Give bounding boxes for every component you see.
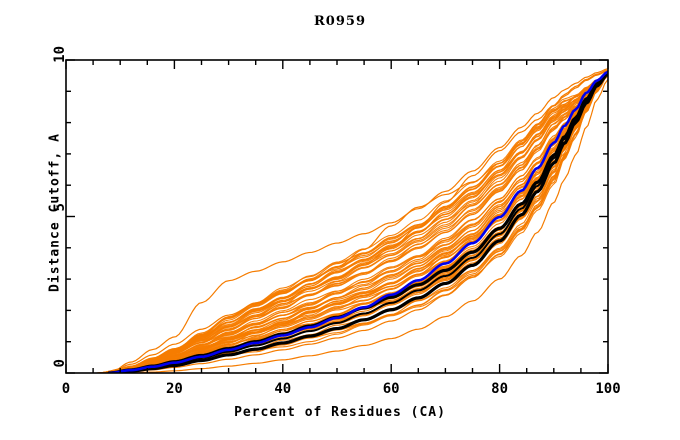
y-tick-label: 0 (52, 359, 68, 368)
prediction-curve (103, 71, 608, 373)
prediction-curve (100, 72, 608, 373)
prediction-curve (113, 72, 608, 373)
curve-group (95, 68, 608, 373)
prediction-curve (113, 73, 608, 373)
prediction-curve (103, 73, 608, 373)
x-axis-label: Percent of Residues (CA) (234, 405, 446, 420)
prediction-curve (108, 75, 608, 373)
reference-curve (108, 72, 608, 373)
prediction-curve (111, 74, 608, 373)
prediction-curve (113, 73, 608, 373)
x-tick-label: 100 (595, 381, 621, 397)
prediction-curve (98, 72, 608, 373)
axes-frame (65, 59, 609, 374)
prediction-curve (112, 74, 608, 373)
prediction-curve (106, 73, 608, 373)
prediction-curve (118, 72, 608, 373)
prediction-curve (110, 73, 608, 373)
x-tick-label: 0 (61, 381, 71, 397)
prediction-curve (116, 72, 608, 373)
prediction-curve (116, 73, 608, 373)
prediction-curve (118, 73, 608, 373)
prediction-curve (113, 72, 608, 373)
prediction-curve (119, 73, 608, 373)
prediction-curve (120, 72, 608, 373)
tick-marks (65, 59, 609, 374)
prediction-curve (104, 73, 608, 373)
prediction-curve (119, 72, 608, 373)
prediction-curve (115, 71, 608, 373)
prediction-curve (113, 73, 608, 373)
outlier-curve (108, 70, 608, 373)
prediction-curve (114, 72, 608, 373)
prediction-curve (115, 72, 608, 373)
outlier-curve (108, 68, 608, 373)
x-tick-label: 20 (165, 381, 183, 397)
prediction-curve (103, 73, 608, 373)
reference-curve (107, 72, 608, 373)
prediction-curve (113, 72, 608, 373)
prediction-curve (120, 74, 608, 373)
prediction-curve (116, 73, 608, 373)
prediction-curve (108, 78, 608, 373)
prediction-curve (115, 73, 608, 373)
prediction-curve (118, 73, 608, 373)
prediction-curve (113, 74, 608, 373)
y-tick-label: 10 (52, 46, 68, 63)
prediction-curve (103, 74, 608, 373)
prediction-curve (102, 73, 608, 373)
prediction-curve (101, 73, 608, 373)
prediction-curve (110, 73, 608, 373)
prediction-curve (113, 74, 608, 373)
x-tick-label: 80 (491, 381, 509, 397)
prediction-curve (121, 72, 608, 373)
prediction-curve (120, 73, 608, 373)
prediction-curve (105, 74, 608, 373)
prediction-curve (109, 73, 608, 373)
highlight-curve (108, 70, 608, 373)
outlier-curve (108, 69, 608, 373)
prediction-curve (120, 73, 608, 373)
x-tick-label: 40 (274, 381, 292, 397)
x-tick-label: 60 (382, 381, 400, 397)
chart-title: R0959 (314, 14, 366, 29)
y-tick-label: 5 (52, 202, 68, 211)
prediction-curve (99, 72, 608, 373)
prediction-curve (117, 73, 608, 373)
